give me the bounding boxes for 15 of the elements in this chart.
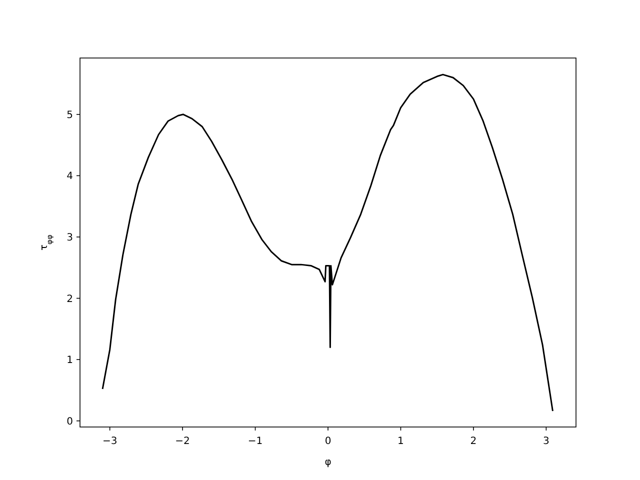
y-tick-label: 2 — [66, 294, 73, 305]
x-axis-title: φ — [324, 457, 332, 468]
x-tick-label: 1 — [398, 436, 404, 447]
y-tick-label: 3 — [66, 232, 73, 244]
y-tick-label: 4 — [66, 171, 73, 182]
x-tick-label: −1 — [248, 436, 263, 447]
line-series — [102, 74, 554, 412]
x-tick-label: 2 — [470, 436, 477, 447]
x-tick-label: −2 — [175, 436, 190, 447]
x-tick-label: 0 — [324, 436, 332, 447]
y-tick-label: 5 — [66, 110, 73, 121]
y-tick-label: 1 — [66, 355, 73, 366]
y-tick-label: 0 — [66, 416, 73, 428]
x-tick-label: 3 — [542, 436, 550, 447]
x-tick-label: −3 — [102, 436, 118, 447]
